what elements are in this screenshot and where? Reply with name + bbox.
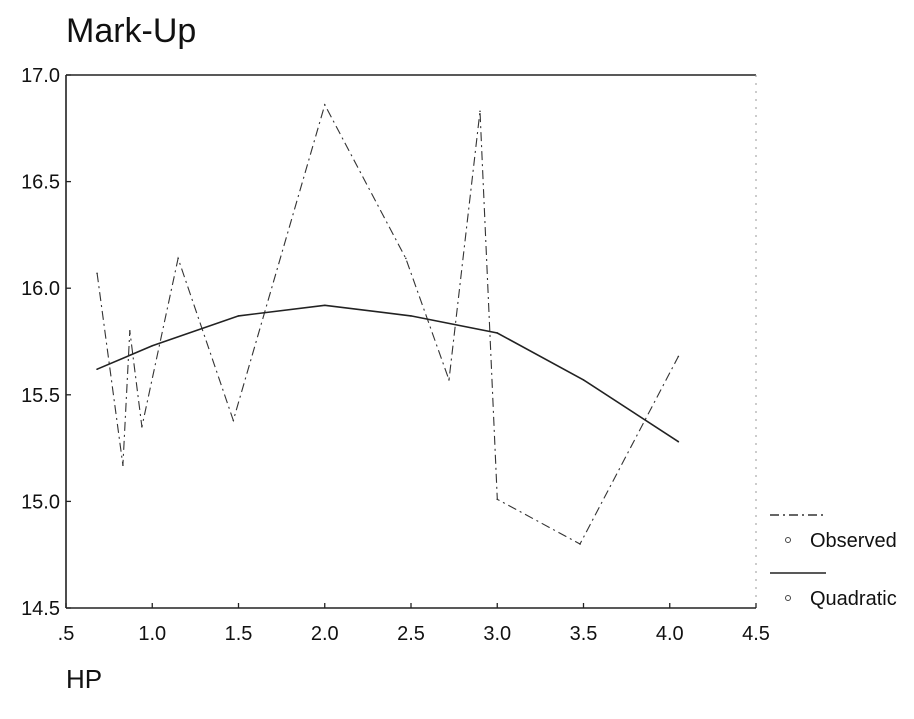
series-observed-point [405, 258, 407, 260]
x-tick-label: 3.5 [570, 623, 598, 645]
x-tick-label: 1.0 [138, 623, 166, 645]
y-tick-label: 17.0 [21, 65, 60, 87]
x-tick-label: 2.5 [397, 623, 425, 645]
x-axis-label: HP [66, 664, 102, 695]
series-observed-point [122, 464, 124, 466]
series-quadratic-point [678, 441, 680, 443]
series-observed-point [96, 272, 98, 274]
series-observed-point [324, 104, 326, 106]
series-observed-point [129, 330, 131, 332]
series-observed-line [97, 105, 678, 544]
x-tick-label: .5 [58, 623, 75, 645]
series-quadratic-point [238, 315, 240, 317]
series-quadratic-point [324, 304, 326, 306]
chart-series [96, 104, 679, 545]
chart-axes: 14.5 15.0 15.5 16.0 16.5 17.0 .5 1.0 1.5 2.0 2.5 3.… [21, 65, 770, 645]
x-tick-label: 4.0 [656, 623, 684, 645]
legend-label-quadratic: Quadratic [810, 588, 897, 610]
x-tick-label: 2.0 [311, 623, 339, 645]
chart-legend: Observed Quadratic [770, 515, 897, 610]
series-quadratic-point [410, 315, 412, 317]
y-tick-label: 14.5 [21, 598, 60, 620]
x-tick-label: 4.5 [742, 623, 770, 645]
y-tick-label: 15.0 [21, 491, 60, 513]
legend-marker-icon [786, 596, 791, 601]
legend-label-observed: Observed [810, 530, 897, 552]
series-observed-point [448, 379, 450, 381]
y-tick-label: 16.5 [21, 172, 60, 194]
y-tick-label: 16.0 [21, 278, 60, 300]
y-tick-label: 15.5 [21, 385, 60, 407]
series-quadratic-point [583, 379, 585, 381]
series-observed-point [678, 356, 680, 358]
series-quadratic-point [96, 368, 98, 370]
x-tick-label: 3.0 [483, 623, 511, 645]
series-observed-point [177, 258, 179, 260]
legend-marker-icon [786, 538, 791, 543]
series-quadratic-line [97, 305, 678, 441]
series-observed-point [233, 420, 235, 422]
series-observed-point [579, 543, 581, 545]
series-observed-point [479, 110, 481, 112]
series-quadratic-point [496, 332, 498, 334]
series-observed-point [496, 498, 498, 500]
series-quadratic-point [151, 345, 153, 347]
x-tick-label: 1.5 [225, 623, 253, 645]
series-observed-point [141, 426, 143, 428]
